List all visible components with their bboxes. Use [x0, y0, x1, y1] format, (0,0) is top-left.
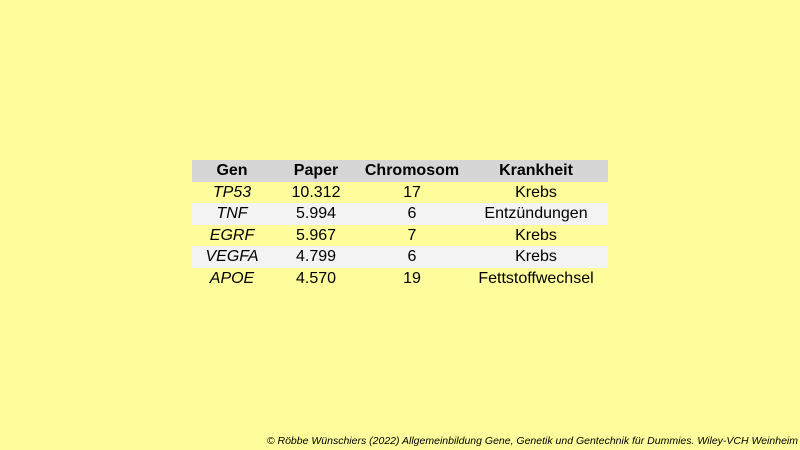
cell-paper: 4.570 [295, 269, 337, 287]
cell-chromosom: 6 [360, 203, 464, 225]
cell-gen: EGRF [209, 226, 255, 244]
cell-krankheit: Fettstoffwechsel [478, 269, 594, 287]
table-header-row: Gen Paper Chromosom Krankheit [192, 160, 608, 182]
gene-table: Gen Paper Chromosom Krankheit TP53 10.31… [192, 160, 608, 290]
table-row: EGRF 5.967 7 Krebs [192, 225, 608, 247]
gene-table-container: Gen Paper Chromosom Krankheit TP53 10.31… [192, 160, 608, 290]
header-gen: Gen [192, 160, 272, 182]
cell-paper: 5.994 [272, 203, 360, 225]
cell-chromosom: 6 [360, 246, 464, 268]
copyright-credit: © Röbbe Wünschiers (2022) Allgemeinbildu… [266, 435, 798, 447]
cell-gen: TP53 [212, 183, 252, 201]
header-paper: Paper [272, 160, 360, 182]
cell-paper: 10.312 [291, 183, 341, 201]
cell-krankheit: Krebs [515, 226, 557, 244]
cell-krankheit: Entzündungen [464, 203, 608, 225]
table-row: TNF 5.994 6 Entzündungen [192, 203, 608, 225]
cell-krankheit: Krebs [515, 183, 557, 201]
cell-paper: 4.799 [272, 246, 360, 268]
cell-gen: VEGFA [192, 246, 272, 268]
cell-krankheit: Krebs [464, 246, 608, 268]
header-krankheit: Krankheit [464, 160, 608, 182]
header-chromosom: Chromosom [360, 160, 464, 182]
cell-gen: APOE [209, 269, 255, 287]
table-row: TP53 10.312 17 Krebs [192, 182, 608, 204]
table-row: VEGFA 4.799 6 Krebs [192, 246, 608, 268]
cell-paper: 5.967 [295, 226, 337, 244]
cell-chromosom: 17 [403, 183, 421, 201]
cell-chromosom: 19 [403, 269, 421, 287]
cell-chromosom: 7 [407, 226, 417, 244]
cell-gen: TNF [192, 203, 272, 225]
table-row: APOE 4.570 19 Fettstoffwechsel [192, 268, 608, 290]
